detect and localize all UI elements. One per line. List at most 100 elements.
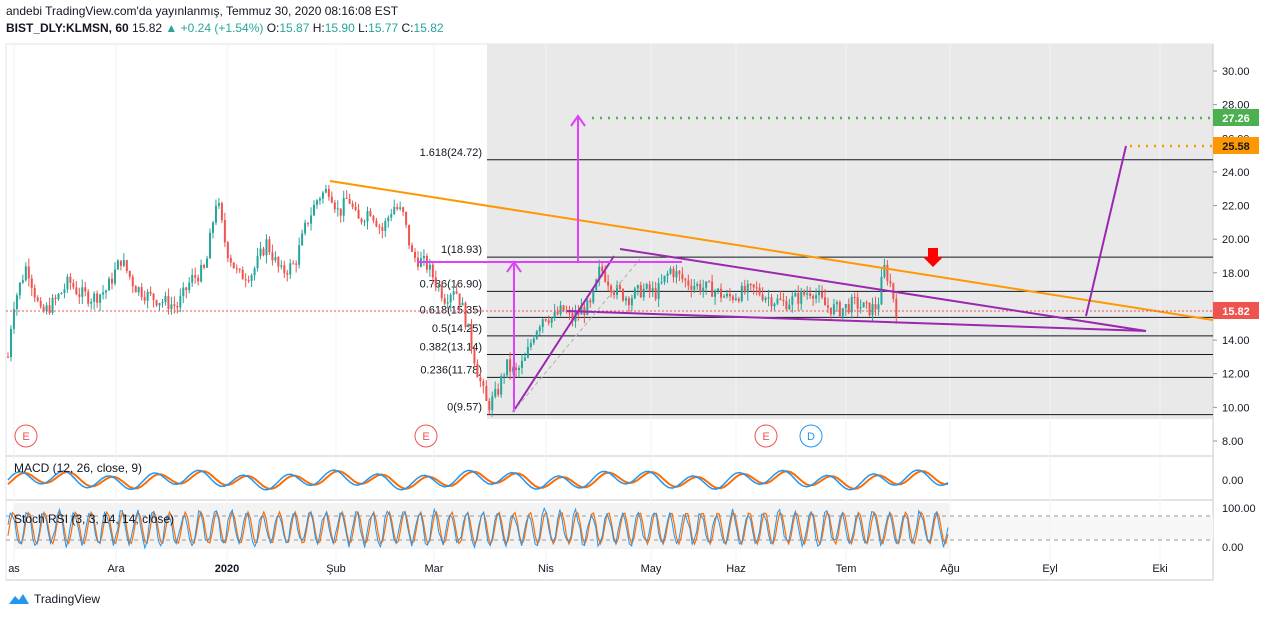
candle-body <box>253 268 256 276</box>
earnings-marker[interactable] <box>754 424 778 448</box>
candle-body <box>315 200 318 205</box>
candle-body <box>565 311 568 313</box>
earnings-marker-letter: E <box>422 431 429 443</box>
candle-body <box>678 271 681 274</box>
triangle-upper-line[interactable] <box>619 248 1147 332</box>
candle-body <box>803 290 806 295</box>
candle-body <box>764 298 767 301</box>
candle-body <box>835 302 838 305</box>
candle-body <box>515 367 518 371</box>
candle-body <box>838 302 841 317</box>
candle-body <box>568 311 571 313</box>
stoch-rsi-pane[interactable] <box>7 507 949 550</box>
candle-body <box>384 221 387 231</box>
candle-body <box>137 287 140 293</box>
candle-body <box>589 300 592 303</box>
open-value: 15.87 <box>279 21 310 35</box>
candle-body <box>800 290 803 304</box>
candle-body <box>452 291 455 295</box>
price-axis-label: 14.00 <box>1222 335 1250 347</box>
candle-body <box>102 292 105 295</box>
last-price-tag-text: 15.82 <box>1222 306 1250 318</box>
candle-body <box>241 269 244 280</box>
candle-body <box>601 266 604 272</box>
candle-body <box>598 266 601 280</box>
candle-body <box>648 284 651 292</box>
candle-body <box>295 263 298 265</box>
candle-body <box>806 293 809 295</box>
fib-level-label: 0(9.57) <box>447 402 482 414</box>
candle-body <box>657 283 660 299</box>
candle-body <box>277 257 280 267</box>
candle-body <box>292 263 295 265</box>
earnings-marker[interactable] <box>414 424 438 448</box>
candle-body <box>607 281 610 286</box>
candle-body <box>93 293 96 302</box>
target-projection-line[interactable] <box>1085 145 1127 317</box>
candle-body <box>639 285 642 298</box>
candle-body <box>613 292 616 296</box>
candle-body <box>749 284 752 286</box>
candle-body <box>396 206 399 209</box>
candle-body <box>116 260 119 270</box>
candle-body <box>464 302 467 328</box>
candle-body <box>381 227 384 231</box>
candle-body <box>538 327 541 332</box>
candle-body <box>27 266 30 279</box>
candle-body <box>517 367 520 371</box>
symbol-name[interactable]: BIST_DLY:KLMSN, 60 <box>6 21 129 35</box>
candle-body <box>286 273 289 275</box>
candle-body <box>357 209 360 219</box>
fib-level-label: 0.5(14.25) <box>432 323 482 335</box>
candle-body <box>666 273 669 276</box>
drawings-layer[interactable] <box>6 114 1214 413</box>
candle-body <box>497 389 500 395</box>
candle-body <box>87 291 90 304</box>
stoch-label[interactable]: Stoch RSI (3, 3, 14, 14, close) <box>14 512 174 526</box>
candle-body <box>280 265 283 267</box>
macd-pane[interactable] <box>7 469 949 491</box>
down-arrow-icon[interactable] <box>923 248 943 267</box>
close-value: 15.82 <box>413 21 444 35</box>
price-axis-label: 18.00 <box>1222 268 1250 280</box>
candle-body <box>788 304 791 310</box>
candle-body <box>301 233 304 246</box>
footer-brand[interactable]: TradingView <box>8 592 100 606</box>
candle-body <box>140 287 143 298</box>
candle-body <box>761 294 764 301</box>
candle-body <box>304 222 307 234</box>
triangle-lower-line[interactable] <box>566 310 1147 332</box>
candle-body <box>556 311 559 315</box>
candle-body <box>526 347 529 358</box>
macd-axis-zero: 0.00 <box>1222 475 1243 487</box>
triangle-leg-line[interactable] <box>512 255 615 413</box>
event-markers[interactable]: E E E D <box>14 424 823 448</box>
price-axis-label: 22.00 <box>1222 201 1250 213</box>
candle-body <box>755 287 758 289</box>
candle-body <box>217 203 220 206</box>
candle-body <box>128 270 131 277</box>
candle-body <box>895 298 898 317</box>
orange-trendline[interactable] <box>329 180 1214 321</box>
dividend-marker[interactable] <box>799 424 823 448</box>
candle-body <box>479 377 482 382</box>
earnings-marker[interactable] <box>14 424 38 448</box>
macd-label[interactable]: MACD (12, 26, close, 9) <box>14 461 142 475</box>
candle-body <box>191 275 194 283</box>
candle-body <box>330 196 333 203</box>
fib-level-label: 0.786(16.90) <box>420 278 482 290</box>
candle-body <box>167 296 170 310</box>
candle-body <box>72 282 75 288</box>
dividend-marker-letter: D <box>807 431 815 443</box>
candle-body <box>476 363 479 378</box>
candle-body <box>105 290 108 293</box>
price-axis-label: 20.00 <box>1222 234 1250 246</box>
candle-body <box>211 222 214 233</box>
candle-body <box>411 245 414 252</box>
candle-body <box>711 281 714 297</box>
candle-body <box>779 298 782 300</box>
time-axis[interactable]: as Ara 2020 Şub Mar Nis May Haz Tem Ağu Eyl Eki <box>8 563 1167 575</box>
candle-body <box>815 295 818 299</box>
candle-body <box>226 242 229 259</box>
